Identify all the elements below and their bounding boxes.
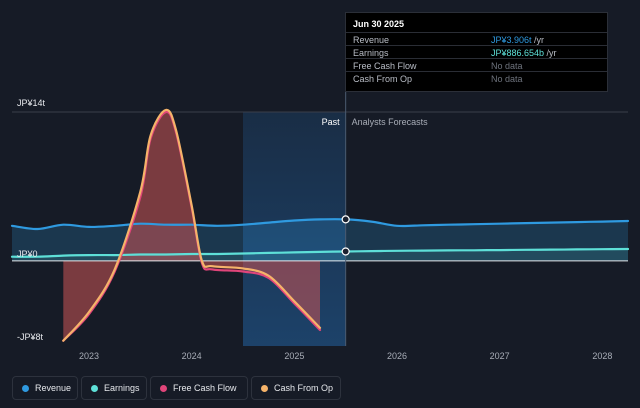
area-earnings <box>12 249 628 261</box>
tooltip-label: Revenue <box>353 35 390 45</box>
x-tick-label: 2026 <box>387 351 407 361</box>
y-label-zero: JP¥0 <box>17 249 38 259</box>
series-line-earnings <box>10 247 630 258</box>
tooltip-row-free-cash-flow: Free Cash Flow No data <box>346 58 607 72</box>
series-line-cash-from-op <box>62 108 322 342</box>
legend-revenue[interactable]: Revenue <box>12 376 78 400</box>
area-free-cash-flow <box>63 111 321 341</box>
marker-revenue <box>341 215 350 224</box>
tooltip-value: No data <box>491 61 523 71</box>
data-tooltip: Jun 30 2025 Revenue JP¥3.906t /yr Earnin… <box>345 12 608 92</box>
x-tick-label: 2023 <box>79 351 99 361</box>
tooltip-label: Cash From Op <box>353 74 413 84</box>
legend-dot-icon <box>160 385 167 392</box>
past-label: Past <box>322 117 341 127</box>
legend-dot-icon <box>91 385 98 392</box>
x-tick-label: 2028 <box>592 351 612 361</box>
legend-earnings[interactable]: Earnings <box>81 376 147 400</box>
past-highlight-region <box>243 112 346 346</box>
legend-free-cash-flow[interactable]: Free Cash Flow <box>150 376 248 400</box>
legend-label: Revenue <box>35 383 72 393</box>
tooltip-value: JP¥3.906t /yr <box>491 35 545 45</box>
legend-label: Cash From Op <box>274 383 334 393</box>
y-label-top: JP¥14t <box>17 98 46 108</box>
legend-cash-from-op[interactable]: Cash From Op <box>251 376 341 400</box>
tooltip-label: Earnings <box>353 48 389 58</box>
legend-label: Free Cash Flow <box>173 383 237 393</box>
legend-dot-icon <box>261 385 268 392</box>
forecast-label: Analysts Forecasts <box>352 117 429 127</box>
series-line-revenue <box>10 218 630 231</box>
legend-dot-icon <box>22 385 29 392</box>
tooltip-label: Free Cash Flow <box>353 61 417 71</box>
x-tick-label: 2027 <box>490 351 510 361</box>
tooltip-value: JP¥886.654b /yr <box>491 48 557 58</box>
tooltip-row-revenue: Revenue JP¥3.906t /yr <box>346 32 607 46</box>
tooltip-value: No data <box>491 74 523 84</box>
tooltip-date: Jun 30 2025 <box>353 19 405 29</box>
legend-label: Earnings <box>104 383 140 393</box>
y-label-bottom: -JP¥8t <box>17 332 44 342</box>
marker-earnings <box>341 247 350 256</box>
tooltip-row-earnings: Earnings JP¥886.654b /yr <box>346 45 607 59</box>
x-tick-label: 2024 <box>182 351 202 361</box>
tooltip-row-cash-from-op: Cash From Op No data <box>346 71 607 85</box>
x-tick-label: 2025 <box>284 351 304 361</box>
